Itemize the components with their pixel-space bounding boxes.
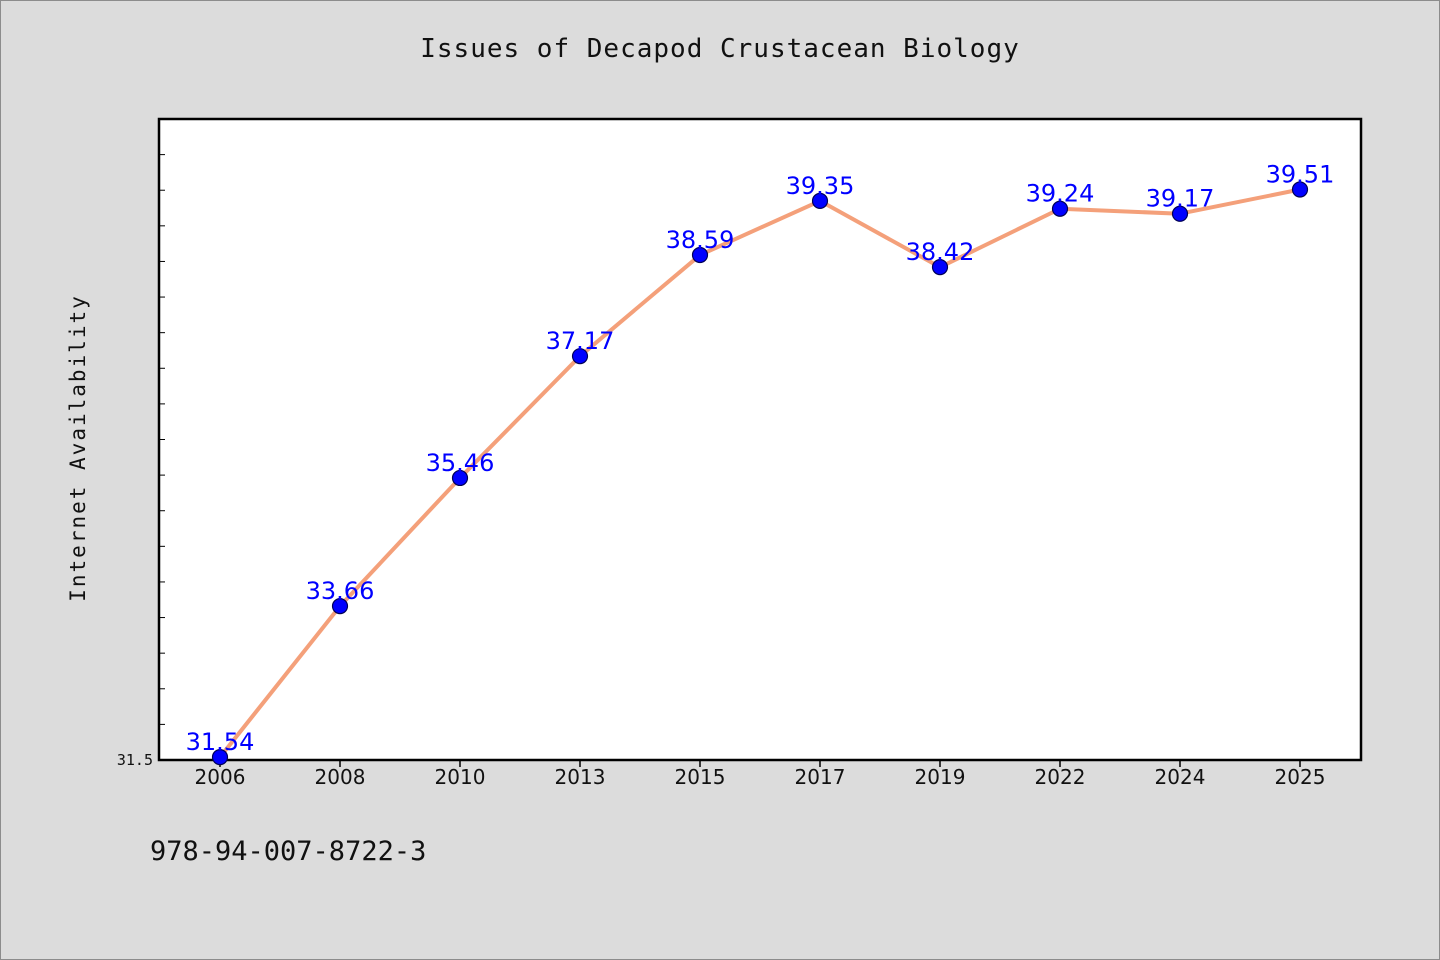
x-tick-label: 2024	[1155, 765, 1206, 789]
data-label: 38.42	[906, 238, 975, 266]
x-tick-label: 2013	[555, 765, 606, 789]
x-tick-label: 2019	[915, 765, 966, 789]
data-point	[931, 259, 949, 276]
data-label: 35.46	[426, 449, 495, 477]
data-label: 39.51	[1266, 161, 1335, 189]
data-label: 37.17	[546, 327, 615, 355]
chart-title: Issues of Decapod Crustacean Biology	[420, 34, 1020, 64]
data-label: 39.35	[786, 172, 855, 200]
y-tick-label: 31.5	[117, 751, 153, 769]
x-tick-label: 2010	[435, 765, 486, 789]
x-tick-label: 2015	[675, 765, 726, 789]
data-point	[211, 749, 229, 766]
isbn-text: 978-94-007-8722-3	[150, 836, 427, 867]
x-axis-ticks: 2006 2008 2010 2013 2015 2017 2019 2022 2024 2025	[195, 760, 1326, 789]
x-tick-label: 2022	[1035, 765, 1086, 789]
series-line	[218, 187, 1301, 759]
x-tick-label: 2008	[315, 765, 366, 789]
data-point	[451, 469, 469, 487]
data-label: 38.59	[666, 226, 735, 254]
x-tick-label: 2017	[795, 765, 846, 789]
data-point	[331, 598, 349, 615]
data-point	[1291, 181, 1309, 198]
data-label: 31.54	[186, 728, 255, 756]
x-tick-label: 2025	[1275, 765, 1326, 789]
data-point	[1051, 200, 1069, 217]
data-label: 33.66	[306, 577, 375, 605]
data-point	[811, 192, 829, 210]
data-point	[571, 348, 589, 365]
data-point	[691, 246, 709, 264]
x-tick-label: 2006	[195, 765, 246, 789]
data-point	[1171, 205, 1189, 222]
data-labels: 31.54 33.66 35.46 37.17 38.59 39.35 38.42 39.24…	[186, 161, 1335, 757]
data-label: 39.17	[1146, 185, 1215, 213]
data-markers	[211, 181, 1309, 766]
y-axis-ticks: 31.5	[117, 118, 165, 769]
data-label: 39.24	[1026, 180, 1095, 208]
